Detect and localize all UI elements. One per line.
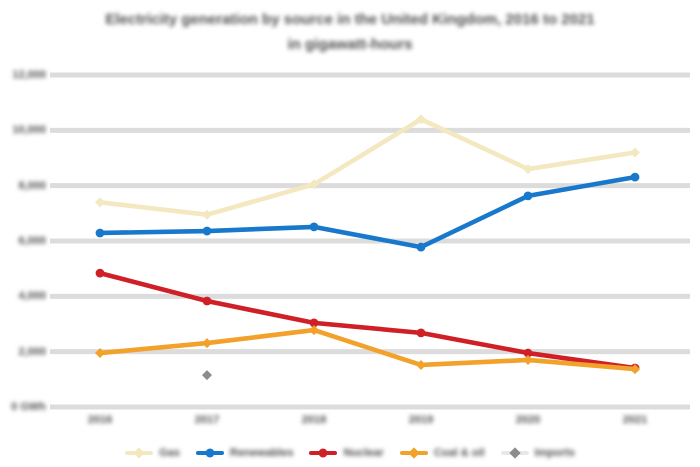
legend-item-imports: Imports (500, 447, 575, 459)
legend-line-swatch (500, 447, 529, 459)
y-tick-label: 8,000 (18, 179, 46, 192)
series-marker-coal-oil (202, 338, 212, 349)
series-marker-gas (95, 197, 105, 208)
series-marker-nuclear (523, 348, 533, 358)
legend-item-renewables: Renewables (195, 447, 294, 459)
y-tick-label: 2,000 (18, 345, 46, 358)
legend-marker-icon (408, 447, 420, 459)
series-marker-coal-oil (630, 364, 640, 375)
series-marker-gas (416, 114, 426, 125)
x-tick-label: 2019 (408, 414, 434, 426)
y-tick-label: 6,000 (18, 235, 46, 247)
series-marker-gas (523, 164, 533, 175)
series-marker-nuclear (95, 268, 105, 278)
series-marker-renewables (309, 222, 319, 232)
y-tick-label: 0 GWh (11, 401, 46, 413)
legend-marker-icon (508, 447, 521, 459)
series-marker-imports (202, 370, 212, 381)
series-line-renewables (97, 174, 638, 250)
chart-subtitle: in gigawatt-hours (287, 36, 413, 53)
series-line-gas (97, 116, 638, 218)
series-marker-renewables (523, 191, 533, 201)
x-tick-label: 2016 (87, 414, 113, 426)
legend-item-nuclear: Nuclear (309, 447, 384, 459)
y-tick-label: 12,000 (12, 69, 46, 81)
x-tick-label: 2018 (301, 414, 327, 426)
x-tick-label: 2020 (515, 414, 541, 426)
y-tick-label: 10,000 (12, 124, 46, 137)
x-tick-label: 2017 (194, 414, 220, 426)
series-marker-renewables (95, 228, 105, 238)
legend-line-swatch (125, 447, 154, 459)
legend-line-swatch (195, 448, 224, 458)
series-marker-nuclear (202, 296, 212, 306)
series-marker-nuclear (416, 328, 426, 338)
legend-label: Nuclear (343, 447, 384, 459)
series-marker-nuclear (309, 318, 319, 328)
chart-legend: Gas Renewables Nuclear Coal & oil Imports (0, 443, 700, 463)
series-marker-coal-oil (416, 359, 426, 370)
y-tick-label: 4,000 (18, 290, 46, 303)
series-marker-renewables (202, 226, 212, 236)
legend-marker-icon (318, 448, 328, 458)
legend-line-swatch (399, 447, 428, 459)
series-marker-renewables (630, 172, 640, 182)
series-marker-coal-oil (95, 348, 105, 359)
legend-item-coal-oil: Coal & oil (399, 447, 485, 459)
x-tick-label: 2021 (622, 414, 648, 426)
legend-marker-icon (133, 447, 145, 459)
legend-label: Imports (534, 447, 575, 459)
legend-line-swatch (309, 448, 338, 458)
series-marker-coal-oil (523, 354, 533, 365)
series-marker-gas (202, 209, 212, 220)
series-line-coal-oil (97, 327, 638, 372)
legend-label: Gas (159, 447, 180, 459)
legend-marker-icon (205, 448, 215, 458)
series-marker-gas (630, 147, 640, 158)
series-line-nuclear (97, 270, 638, 371)
series-marker-coal-oil (309, 325, 319, 336)
legend-label: Renewables (229, 447, 294, 459)
series-marker-gas (309, 179, 319, 190)
chart-title: Electricity generation by source in the … (105, 11, 595, 28)
legend-label: Coal & oil (433, 447, 485, 459)
series-marker-renewables (416, 242, 426, 252)
legend-item-gas: Gas (125, 447, 180, 459)
